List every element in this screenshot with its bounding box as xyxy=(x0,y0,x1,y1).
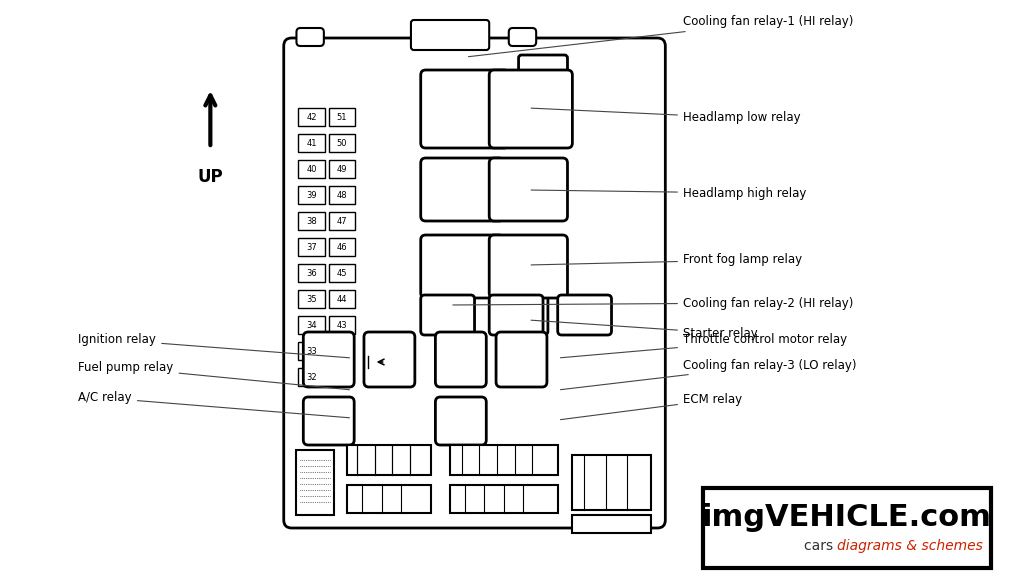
Text: Cooling fan relay-2 (HI relay): Cooling fan relay-2 (HI relay) xyxy=(453,296,853,310)
FancyBboxPatch shape xyxy=(509,28,537,46)
Text: 40: 40 xyxy=(306,165,316,173)
FancyBboxPatch shape xyxy=(303,397,354,445)
Text: 50: 50 xyxy=(337,139,347,147)
Bar xyxy=(298,290,325,308)
FancyBboxPatch shape xyxy=(435,397,486,445)
Text: Front fog lamp relay: Front fog lamp relay xyxy=(531,253,802,266)
Bar xyxy=(298,264,325,282)
Bar xyxy=(298,186,325,204)
FancyBboxPatch shape xyxy=(489,295,543,335)
Text: 48: 48 xyxy=(337,190,347,200)
Bar xyxy=(298,160,325,178)
Text: A/C relay: A/C relay xyxy=(78,392,349,418)
Bar xyxy=(702,488,991,568)
Bar xyxy=(298,212,325,230)
Text: 47: 47 xyxy=(337,216,347,226)
Bar xyxy=(298,134,325,152)
FancyBboxPatch shape xyxy=(489,70,572,148)
Bar xyxy=(572,455,650,510)
Text: 51: 51 xyxy=(337,113,347,121)
Text: 39: 39 xyxy=(306,190,317,200)
Bar xyxy=(329,186,355,204)
FancyBboxPatch shape xyxy=(496,332,547,387)
Text: Throttle control motor relay: Throttle control motor relay xyxy=(560,334,847,358)
Text: 33: 33 xyxy=(306,346,317,356)
FancyBboxPatch shape xyxy=(489,158,567,221)
FancyBboxPatch shape xyxy=(364,332,415,387)
Bar xyxy=(451,445,558,475)
FancyBboxPatch shape xyxy=(495,295,548,335)
Bar xyxy=(347,445,430,475)
Text: 46: 46 xyxy=(337,242,347,252)
Bar xyxy=(329,134,355,152)
Bar xyxy=(298,342,325,360)
FancyBboxPatch shape xyxy=(297,28,324,46)
Bar xyxy=(451,485,558,513)
Bar xyxy=(347,485,430,513)
Bar xyxy=(298,368,325,386)
FancyBboxPatch shape xyxy=(421,158,504,221)
Bar xyxy=(329,238,355,256)
Bar xyxy=(572,515,650,533)
Bar xyxy=(329,212,355,230)
Bar xyxy=(329,290,355,308)
Text: 38: 38 xyxy=(306,216,317,226)
FancyBboxPatch shape xyxy=(558,295,611,335)
Text: diagrams & schemes: diagrams & schemes xyxy=(837,539,983,553)
Bar xyxy=(329,264,355,282)
Text: 37: 37 xyxy=(306,242,317,252)
Text: 45: 45 xyxy=(337,269,347,277)
Text: 41: 41 xyxy=(306,139,316,147)
Text: Cooling fan relay-1 (HI relay): Cooling fan relay-1 (HI relay) xyxy=(469,16,853,57)
Text: 44: 44 xyxy=(337,295,347,303)
Text: Cooling fan relay-3 (LO relay): Cooling fan relay-3 (LO relay) xyxy=(560,358,856,390)
Text: ECM relay: ECM relay xyxy=(560,393,742,420)
Bar xyxy=(329,160,355,178)
Text: Headlamp high relay: Headlamp high relay xyxy=(531,187,806,200)
Text: 49: 49 xyxy=(337,165,347,173)
Text: Headlamp low relay: Headlamp low relay xyxy=(531,108,801,125)
Text: 43: 43 xyxy=(337,321,347,329)
FancyBboxPatch shape xyxy=(489,235,567,298)
FancyBboxPatch shape xyxy=(421,70,509,148)
FancyBboxPatch shape xyxy=(284,38,666,528)
FancyBboxPatch shape xyxy=(518,55,567,80)
Text: imgVEHICLE.com: imgVEHICLE.com xyxy=(701,503,992,532)
FancyBboxPatch shape xyxy=(435,332,486,387)
FancyBboxPatch shape xyxy=(411,20,489,50)
FancyBboxPatch shape xyxy=(421,295,474,335)
FancyBboxPatch shape xyxy=(303,332,354,387)
Text: 42: 42 xyxy=(306,113,316,121)
Bar xyxy=(298,238,325,256)
Text: Starter relay: Starter relay xyxy=(531,320,758,339)
Bar xyxy=(298,108,325,126)
Text: 34: 34 xyxy=(306,321,317,329)
Bar xyxy=(297,450,334,515)
Text: 35: 35 xyxy=(306,295,317,303)
Text: 36: 36 xyxy=(306,269,317,277)
Bar xyxy=(329,108,355,126)
Text: Ignition relay: Ignition relay xyxy=(78,334,349,358)
Text: cars: cars xyxy=(804,539,837,553)
Text: UP: UP xyxy=(198,168,223,186)
Bar xyxy=(329,316,355,334)
FancyBboxPatch shape xyxy=(421,235,504,298)
Bar xyxy=(298,316,325,334)
Text: 32: 32 xyxy=(306,372,317,382)
Text: Fuel pump relay: Fuel pump relay xyxy=(78,361,349,390)
